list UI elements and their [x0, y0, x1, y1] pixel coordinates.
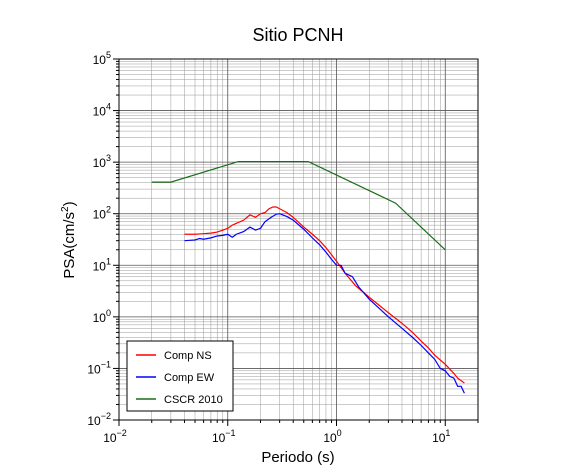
y-tick-label-exponent: 0	[106, 308, 111, 318]
y-tick-label-exponent: 5	[106, 50, 111, 60]
legend-items: Comp NS Comp EW CSCR 2010	[136, 350, 223, 406]
y-tick-label: 100	[93, 308, 111, 325]
axis-ticks	[113, 58, 479, 426]
x-tick-label: 100	[323, 428, 341, 445]
y-tick-label-exponent: −2	[101, 411, 111, 421]
x-tick-labels: 10−2 10−1 100 101	[103, 428, 450, 445]
y-tick-label: 10−2	[87, 411, 111, 428]
x-tick-label-exponent: 0	[337, 428, 342, 438]
y-tick-label-base: 10	[87, 414, 101, 428]
y-tick-label: 102	[93, 205, 111, 222]
x-tick-label-base: 10	[212, 431, 226, 445]
y-tick-label-exponent: 1	[106, 256, 111, 266]
x-tick-label-base: 10	[103, 431, 117, 445]
series-line-cscr-2010	[151, 160, 446, 251]
legend-label: CSCR 2010	[164, 394, 223, 406]
y-tick-label-exponent: 4	[106, 102, 111, 112]
plot-frame	[118, 58, 479, 421]
x-tick-label-exponent: −2	[117, 428, 127, 438]
y-tick-label: 103	[93, 153, 111, 170]
y-axis-label-main: PSA(cm/s	[61, 212, 78, 279]
x-tick-label-base: 10	[432, 431, 446, 445]
series-line-comp-ew	[184, 213, 465, 394]
x-tick-label-exponent: −1	[225, 428, 235, 438]
x-tick-label: 101	[432, 428, 450, 445]
y-tick-label: 105	[93, 50, 111, 67]
y-tick-label-base: 10	[93, 208, 107, 222]
legend-label: Comp NS	[164, 350, 212, 362]
y-tick-label: 104	[93, 102, 111, 119]
y-tick-label-base: 10	[93, 156, 107, 170]
x-tick-label-base: 10	[323, 431, 337, 445]
y-axis-label: PSA(cm/s2)	[60, 201, 78, 278]
y-tick-label-base: 10	[93, 105, 107, 119]
y-tick-label-exponent: −1	[101, 359, 111, 369]
chart-title: Sitio PCNH	[252, 25, 343, 45]
y-axis-label-exponent: 2	[60, 206, 71, 212]
x-axis-label: Periodo (s)	[261, 449, 334, 466]
x-tick-label-exponent: 1	[445, 428, 450, 438]
y-tick-label-base: 10	[93, 311, 107, 325]
x-tick-label: 10−1	[212, 428, 236, 445]
legend: Comp NS Comp EW CSCR 2010	[126, 340, 234, 412]
y-tick-label-base: 10	[87, 362, 101, 376]
y-axis-label-close: )	[61, 201, 78, 206]
series-layer	[151, 160, 465, 394]
y-tick-label-exponent: 3	[106, 153, 111, 163]
legend-label: Comp EW	[164, 372, 215, 384]
y-tick-label: 101	[93, 256, 111, 273]
x-tick-label: 10−2	[103, 428, 127, 445]
series-line-comp-ns	[184, 206, 465, 384]
y-tick-label-base: 10	[93, 259, 107, 273]
y-tick-label: 10−1	[87, 359, 111, 376]
y-tick-label-base: 10	[93, 53, 107, 67]
y-tick-label-exponent: 2	[106, 205, 111, 215]
